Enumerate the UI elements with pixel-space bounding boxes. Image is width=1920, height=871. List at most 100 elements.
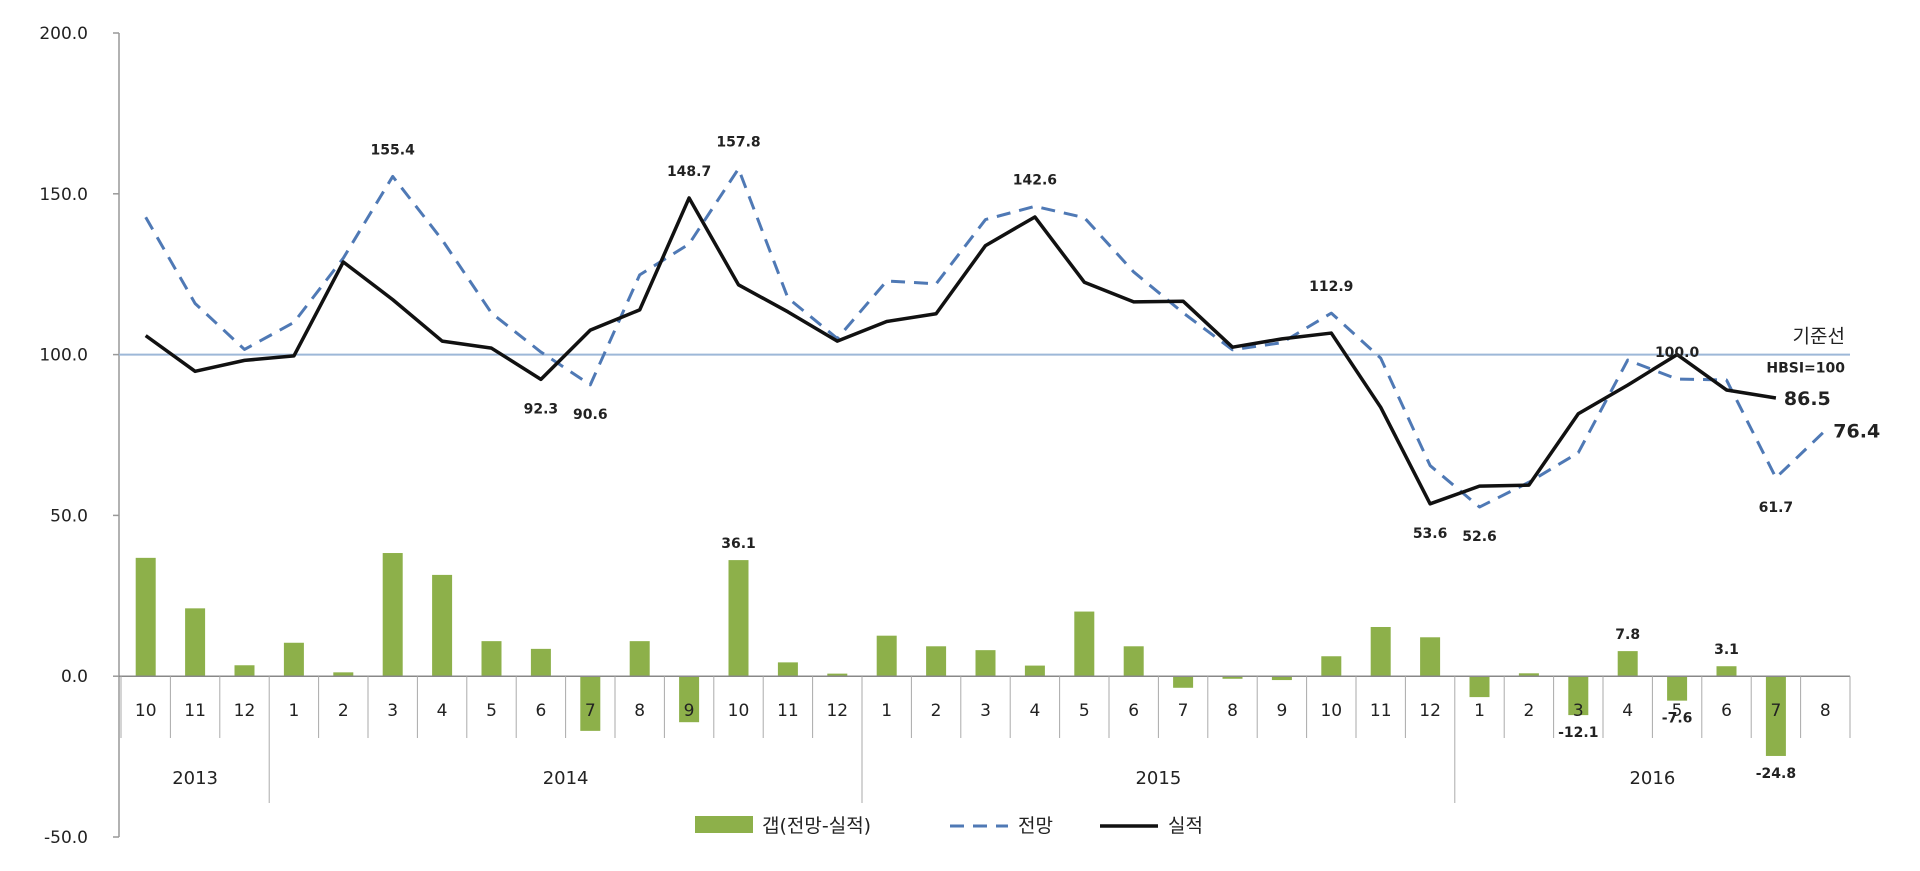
gap-bar: [1173, 676, 1194, 688]
year-label: 2013: [172, 768, 218, 789]
gap-bar: [530, 648, 551, 677]
month-label: 8: [1820, 701, 1831, 721]
gap-bar: [827, 673, 848, 677]
point-label: 53.6: [1413, 526, 1448, 542]
gap-bar: [135, 557, 156, 677]
end-label: 76.4: [1833, 420, 1880, 442]
gap-bar: [481, 641, 502, 677]
legend-forecast-label: 전망: [1018, 815, 1053, 837]
legend-gap-label: 갭(전망-실적): [762, 815, 871, 837]
month-label: 1: [288, 701, 299, 721]
point-label: 90.6: [573, 407, 608, 423]
gap-bar: [1074, 611, 1095, 677]
point-label: 148.7: [667, 164, 711, 180]
month-label: 2: [1523, 701, 1534, 721]
gap-bar: [1271, 676, 1292, 681]
bar-label: 36.1: [721, 536, 756, 552]
month-label: 10: [728, 701, 750, 721]
gap-bar: [777, 662, 798, 677]
gap-bar: [975, 650, 996, 677]
year-label: 2014: [543, 768, 589, 789]
gap-bar: [679, 676, 700, 723]
reference-line: 기준선 HBSI=100: [119, 326, 1850, 377]
point-label: 92.3: [524, 401, 559, 417]
reference-sublabel: HBSI=100: [1766, 361, 1845, 377]
month-label: 8: [634, 701, 645, 721]
month-label: 5: [1672, 701, 1683, 721]
point-label: 157.8: [716, 135, 760, 151]
month-label: 1: [1474, 701, 1485, 721]
month-label: 9: [1276, 701, 1287, 721]
gap-bar: [1568, 676, 1589, 716]
point-label: 142.6: [1013, 172, 1057, 188]
month-label: 12: [826, 701, 848, 721]
gap-bar: [234, 665, 255, 677]
bar-label: -12.1: [1558, 725, 1598, 741]
month-label: 10: [135, 701, 157, 721]
month-label: 12: [1419, 701, 1441, 721]
month-label: 4: [437, 701, 448, 721]
point-label: 155.4: [371, 142, 416, 158]
y-tick-label: 0.0: [61, 667, 88, 687]
y-tick-label: 150.0: [39, 185, 88, 205]
gap-bar: [1667, 676, 1688, 701]
legend: 갭(전망-실적) 전망 실적: [695, 815, 1203, 837]
month-label: 6: [535, 701, 546, 721]
gap-bar: [926, 646, 947, 677]
month-label: 11: [777, 701, 799, 721]
month-label: 4: [1029, 701, 1040, 721]
month-label: 5: [486, 701, 497, 721]
point-label: 100.0: [1655, 345, 1700, 361]
bar-label: 7.8: [1615, 627, 1640, 643]
gap-bar: [1617, 651, 1638, 677]
month-label: 1: [881, 701, 892, 721]
y-tick-label: 50.0: [50, 506, 88, 526]
gap-bar: [333, 672, 354, 677]
point-label: 52.6: [1462, 529, 1497, 545]
month-label: 3: [980, 701, 991, 721]
gap-bar: [382, 553, 403, 677]
gap-bars: [135, 553, 1786, 756]
gap-bar: [1370, 626, 1391, 677]
month-label: 5: [1079, 701, 1090, 721]
gap-bar: [580, 676, 601, 731]
gap-bar: [185, 608, 206, 677]
month-label: 2: [931, 701, 942, 721]
gap-bar: [1469, 676, 1490, 698]
bar-label: -24.8: [1756, 766, 1796, 782]
gap-bar: [1321, 656, 1342, 677]
gap-bar: [1024, 665, 1045, 677]
y-tick-label: 100.0: [39, 346, 88, 366]
gap-bar: [1420, 637, 1441, 677]
month-label: 2: [338, 701, 349, 721]
point-label: 112.9: [1309, 279, 1353, 295]
month-label: 12: [234, 701, 256, 721]
month-label: 6: [1128, 701, 1139, 721]
month-label: 7: [1770, 701, 1781, 721]
bar-label: -7.6: [1662, 711, 1693, 727]
actual-line: [144, 196, 1777, 506]
year-label: 2016: [1629, 768, 1675, 789]
gap-bar: [1222, 676, 1243, 679]
gap-bar: [629, 641, 650, 677]
month-label: 3: [1573, 701, 1584, 721]
month-label: 6: [1721, 701, 1732, 721]
gap-bar: [1518, 673, 1539, 677]
gap-bar: [1765, 676, 1786, 756]
legend-actual-label: 실적: [1168, 815, 1203, 837]
month-label: 7: [585, 701, 596, 721]
series-lines: [144, 167, 1827, 509]
y-tick-label: 200.0: [39, 24, 88, 44]
y-axis: 200.0 150.0 100.0 50.0 0.0 -50.0: [39, 24, 120, 848]
year-label: 2015: [1135, 768, 1181, 789]
point-label: 61.7: [1759, 500, 1794, 516]
month-label: 10: [1320, 701, 1342, 721]
month-label: 9: [684, 701, 695, 721]
gap-bar: [1123, 646, 1144, 677]
month-label: 8: [1227, 701, 1238, 721]
gap-bar: [728, 560, 749, 677]
reference-label: 기준선: [1793, 326, 1845, 348]
